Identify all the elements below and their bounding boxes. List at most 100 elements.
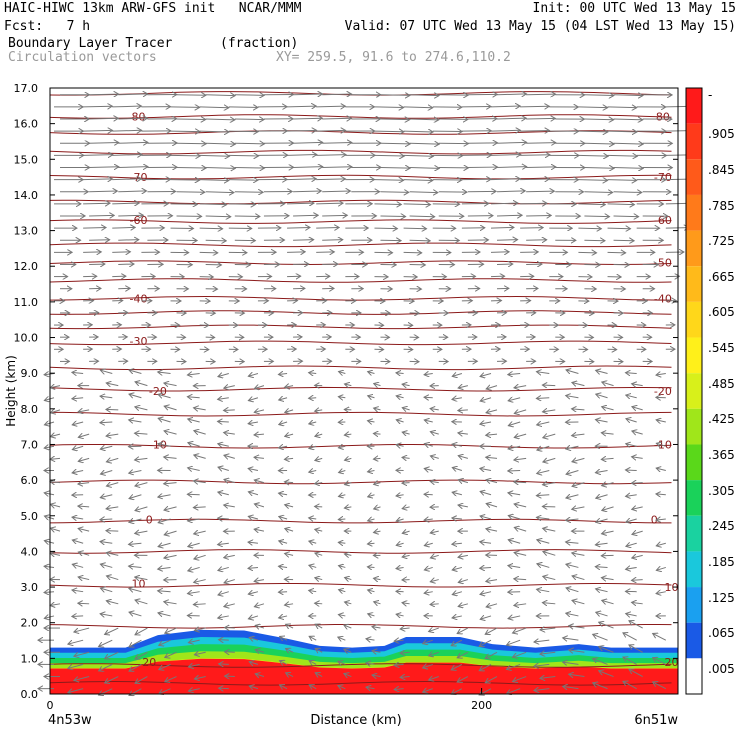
circulation-vector bbox=[72, 398, 84, 399]
circulation-vector bbox=[625, 470, 637, 471]
circulation-vector bbox=[72, 616, 84, 617]
circulation-vector bbox=[338, 495, 346, 497]
circulation-vector bbox=[584, 240, 605, 241]
circulation-vector bbox=[309, 398, 317, 399]
circulation-vector bbox=[344, 649, 352, 652]
circulation-vector bbox=[187, 494, 200, 495]
circulation-vector bbox=[526, 94, 555, 95]
circulation-vector bbox=[572, 483, 585, 487]
circulation-vector bbox=[373, 433, 381, 434]
temperature-contour-line bbox=[49, 479, 672, 485]
circulation-vector bbox=[602, 382, 614, 386]
circulation-vector bbox=[480, 398, 492, 401]
y-tick-label: 16.0 bbox=[14, 118, 39, 131]
circulation-vector bbox=[430, 409, 439, 410]
circulation-vector bbox=[452, 592, 463, 595]
circulation-vector bbox=[135, 382, 148, 386]
circulation-vector bbox=[566, 446, 579, 449]
circulation-vector bbox=[496, 94, 526, 95]
circulation-vector bbox=[287, 130, 316, 131]
circulation-vector bbox=[129, 663, 142, 671]
circulation-vector bbox=[279, 616, 288, 618]
circulation-vector bbox=[287, 106, 316, 107]
circulation-vector bbox=[112, 155, 142, 156]
circulation-vector bbox=[578, 180, 607, 181]
circulation-vector bbox=[402, 408, 410, 410]
circulation-vector bbox=[485, 651, 498, 658]
circulation-vector bbox=[613, 95, 643, 96]
circulation-vector bbox=[537, 540, 550, 543]
circulation-vector bbox=[344, 434, 352, 435]
circulation-vector bbox=[632, 431, 643, 434]
circulation-vector bbox=[402, 507, 410, 509]
circulation-vector bbox=[653, 633, 667, 641]
circulation-vector bbox=[225, 628, 235, 629]
circulation-vector bbox=[374, 131, 403, 132]
circulation-vector bbox=[490, 227, 514, 228]
circulation-vector bbox=[374, 483, 381, 485]
circulation-vector bbox=[228, 155, 259, 156]
circulation-vector bbox=[656, 420, 666, 422]
circulation-vector bbox=[656, 519, 666, 520]
circulation-vector bbox=[44, 493, 55, 495]
circulation-vector bbox=[338, 397, 346, 398]
colorbar-label: .245 bbox=[708, 519, 735, 534]
circulation-vector bbox=[599, 622, 614, 629]
circulation-vector bbox=[89, 191, 117, 192]
circulation-vector bbox=[280, 636, 288, 640]
circulation-vector bbox=[373, 578, 381, 579]
circulation-vector bbox=[164, 507, 177, 510]
circulation-vector bbox=[205, 143, 236, 144]
circulation-vector bbox=[632, 457, 643, 459]
circulation-vector bbox=[345, 458, 352, 460]
circulation-vector bbox=[83, 130, 112, 131]
circulation-vector bbox=[424, 420, 433, 422]
circulation-vector bbox=[566, 396, 579, 398]
circulation-vector bbox=[224, 580, 235, 583]
circulation-vector bbox=[458, 580, 469, 583]
circulation-vector bbox=[158, 543, 171, 546]
circulation-vector bbox=[584, 167, 614, 168]
circulation-vector bbox=[490, 203, 518, 204]
circulation-vector bbox=[158, 372, 171, 374]
circulation-vector bbox=[540, 652, 556, 654]
circulation-vector bbox=[409, 95, 439, 96]
circulation-vector bbox=[424, 468, 433, 470]
circulation-vector bbox=[249, 686, 259, 689]
circulation-vector bbox=[595, 470, 608, 472]
circulation-vector bbox=[254, 504, 265, 507]
circulation-vector bbox=[601, 458, 614, 459]
circulation-vector bbox=[135, 651, 148, 659]
circulation-vector bbox=[572, 600, 585, 603]
circulation-vector bbox=[309, 590, 317, 591]
circulation-vector bbox=[218, 543, 229, 544]
colorbar-label: .305 bbox=[708, 483, 735, 498]
x-left-end-label: 4n53w bbox=[48, 713, 92, 728]
circulation-vector bbox=[451, 639, 463, 646]
temperature-contour-line bbox=[49, 518, 672, 524]
circulation-vector bbox=[430, 531, 439, 533]
circulation-vector bbox=[490, 130, 520, 131]
y-tick-label: 3.0 bbox=[21, 581, 39, 594]
circulation-vector bbox=[309, 636, 317, 640]
circulation-vector bbox=[78, 552, 90, 555]
circulation-vector bbox=[286, 624, 294, 628]
circulation-vector bbox=[507, 663, 521, 669]
circulation-vector bbox=[315, 648, 323, 652]
circulation-vector bbox=[164, 483, 177, 484]
circulation-vector bbox=[205, 119, 235, 120]
colorbar-label: .425 bbox=[708, 412, 735, 427]
circulation-vector bbox=[188, 640, 200, 642]
circulation-vector bbox=[112, 227, 135, 228]
circulation-vector bbox=[508, 616, 521, 619]
circulation-vector bbox=[490, 252, 509, 253]
circulation-vector bbox=[285, 410, 294, 413]
circulation-vector bbox=[402, 555, 410, 557]
circulation-vector bbox=[543, 483, 556, 485]
circulation-vector bbox=[285, 386, 294, 388]
circulation-vector bbox=[118, 94, 147, 95]
circulation-vector bbox=[596, 519, 608, 522]
circulation-vector bbox=[285, 604, 294, 605]
circulation-vector bbox=[409, 192, 438, 193]
circulation-vector bbox=[368, 421, 375, 422]
